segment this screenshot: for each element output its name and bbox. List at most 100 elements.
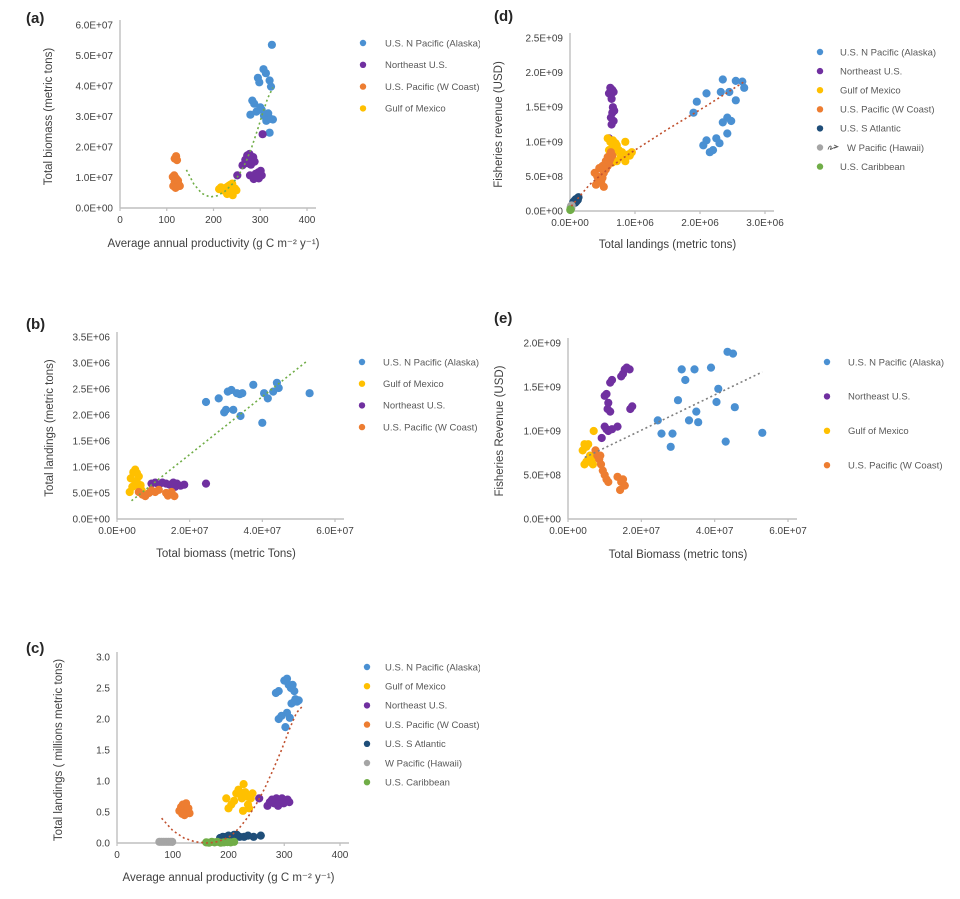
data-point [616, 485, 625, 495]
panel-d: (d) 0.0E+00 5.0E+08 1.0E+09 1.5E+09 2.0E+09 2… [480, 0, 960, 300]
series-w-pacific-hawaii [155, 837, 177, 846]
legend-label: U.S. N Pacific (Alaska) [840, 47, 936, 58]
y-axis-title: Total biomass (metric tons) [43, 48, 55, 186]
data-point [689, 108, 698, 117]
data-point [706, 363, 716, 372]
data-point [170, 492, 179, 501]
series-u-s-caribbean [202, 837, 239, 847]
data-point [690, 365, 699, 374]
data-point [613, 472, 622, 481]
x-tick-label: 200 [205, 215, 222, 226]
legend-label: Gulf of Mexico [385, 104, 446, 115]
y-tick-label: 2.0E+07 [75, 143, 113, 154]
data-point [246, 110, 255, 119]
y-tick-label: 5.0E+08 [523, 471, 561, 482]
series-northeast-u-s [597, 363, 637, 443]
y-tick-label: 5.0E+07 [75, 51, 113, 62]
legend-label: Gulf of Mexico [848, 426, 909, 437]
x-tick-label: 3.0E+06 [746, 218, 784, 229]
x-tick-label: 0 [117, 215, 123, 226]
data-point [182, 799, 191, 808]
y-tick-label: 2.0 [96, 715, 110, 726]
legend-label: U.S. N Pacific (Alaska) [848, 357, 944, 368]
data-point [274, 383, 283, 393]
legend-marker [816, 67, 824, 75]
panel-c-letter: (c) [26, 640, 45, 657]
panel-a-letter: (a) [26, 10, 45, 27]
data-point [162, 488, 171, 498]
y-tick-label: 2.5E+09 [525, 34, 563, 45]
data-point [740, 83, 749, 92]
y-tick-label: 3.0 [96, 653, 110, 664]
data-point [268, 115, 277, 124]
series-u-s-s-atlantic [216, 830, 265, 844]
data-point [723, 129, 732, 138]
legend-marker [363, 721, 371, 728]
data-point [201, 397, 211, 407]
x-tick-label: 0.0E+00 [551, 218, 589, 229]
y-axis-title: Total landings ( millions metric tons) [53, 659, 65, 841]
legend-marker [816, 144, 824, 151]
y-tick-label: 5.0E+08 [525, 172, 563, 183]
y-tick-label: 3.0E+06 [72, 359, 110, 370]
y-tick-label: 1.5E+09 [525, 103, 563, 114]
data-point [730, 403, 739, 412]
x-tick-label: 100 [164, 850, 181, 861]
data-point [290, 687, 299, 696]
data-point [702, 89, 711, 98]
y-tick-label: 2.0E+09 [525, 68, 563, 79]
legend: U.S. N Pacific (Alaska) Northeast U.S. U.S… [359, 38, 480, 115]
data-point [238, 389, 247, 398]
legend-marker [816, 87, 824, 94]
legend-label: U.S. Caribbean [840, 162, 905, 173]
legend-label: Gulf of Mexico [385, 682, 446, 693]
data-point [595, 164, 604, 173]
panel-e: (e) 0.0E+00 5.0E+08 1.0E+09 1.5E+09 2.0E+09 0… [480, 300, 960, 600]
x-tick-label: 4.0E+07 [696, 526, 734, 537]
x-axis-title: Total Biomass (metric tons) [609, 549, 748, 561]
legend-marker [363, 740, 371, 747]
data-point [604, 477, 613, 487]
data-point [606, 407, 615, 416]
y-tick-label: 1.0E+07 [75, 173, 113, 184]
legend-label: Gulf of Mexico [840, 86, 901, 97]
legend-marker [358, 358, 366, 366]
panel-a: (a) 0.0E+00 1.0E+07 2.0E+07 3.0E+07 4.0E+07 5… [0, 0, 480, 300]
data-point [125, 487, 134, 497]
trendline [185, 87, 274, 198]
data-point [266, 82, 276, 91]
data-point [229, 405, 238, 414]
legend-marker [816, 106, 824, 113]
data-point [718, 75, 727, 84]
y-axis-title: Fisheries revenue (USD) [493, 61, 505, 188]
x-axis-title: Total landings (metric tons) [599, 239, 737, 251]
x-tick-label: 2.0E+07 [623, 526, 661, 537]
data-point [699, 141, 708, 150]
y-tick-label: 6.0E+07 [75, 21, 113, 32]
data-point [285, 798, 294, 807]
data-point [607, 120, 616, 129]
data-point [288, 680, 297, 689]
data-point [578, 446, 587, 455]
legend-label: Northeast U.S. [385, 60, 447, 71]
data-point [566, 205, 575, 214]
x-tick-label: 0.0E+00 [549, 526, 587, 537]
x-tick-label: 400 [332, 850, 349, 861]
data-point [599, 182, 608, 191]
x-tick-label: 0.0E+00 [98, 526, 136, 537]
series-u-s-n-pacific-alaska [689, 75, 749, 157]
data-point [596, 460, 606, 469]
legend-marker [816, 163, 824, 170]
y-tick-label: 0.0 [96, 839, 110, 850]
data-point [222, 794, 231, 803]
chart-a-biomass-vs-productivity: 0.0E+00 1.0E+07 2.0E+07 3.0E+07 4.0E+07 5.0E+… [43, 20, 480, 250]
data-point [718, 118, 727, 127]
legend-label: U.S. S Atlantic [840, 124, 901, 135]
data-point [725, 87, 734, 97]
data-point [250, 157, 259, 166]
data-point [230, 837, 239, 846]
panel-e-letter: (e) [494, 310, 513, 327]
x-tick-label: 6.0E+07 [316, 526, 354, 537]
trendline [161, 706, 303, 844]
data-point [758, 428, 767, 437]
